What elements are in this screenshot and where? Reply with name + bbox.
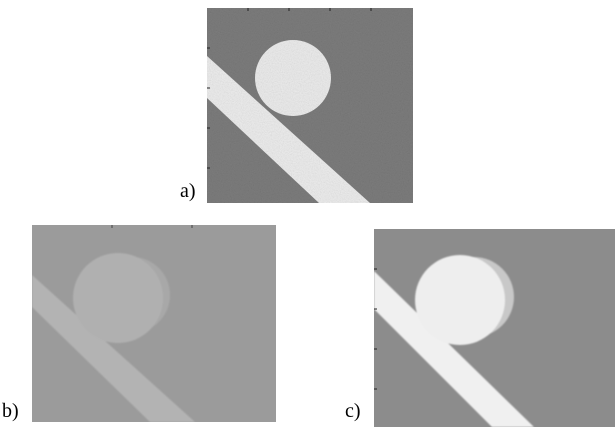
- panel-label: b): [2, 400, 19, 423]
- panel-label: a): [180, 180, 196, 203]
- image-a: [207, 8, 413, 203]
- image-c: [374, 229, 615, 427]
- panel-label: c): [345, 400, 361, 423]
- image-b: [32, 225, 276, 422]
- figure: a) b) c) (() => { const data = JSON.pars…: [0, 0, 615, 427]
